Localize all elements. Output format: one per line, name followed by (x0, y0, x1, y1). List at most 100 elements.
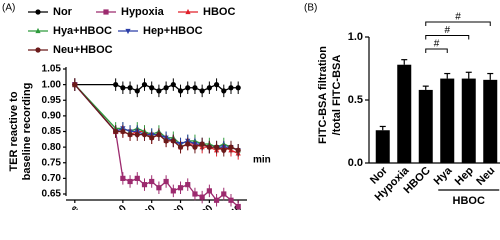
marker (127, 132, 133, 138)
marker (185, 182, 191, 188)
marker (177, 144, 184, 150)
legend-marker (35, 47, 41, 53)
bar (375, 130, 390, 163)
series-line (74, 84, 239, 151)
marker (113, 128, 119, 135)
figure: (A) (B) 0.650.700.750.800.850.900.951.00… (2, 3, 500, 210)
bar (483, 79, 498, 163)
x-tick-label: Hep (453, 164, 476, 187)
marker (235, 203, 241, 210)
legend-label: HBOC (203, 6, 235, 18)
y-tick-label: 0.75 (42, 157, 62, 168)
marker (192, 191, 198, 197)
marker (221, 88, 227, 94)
legend-marker (35, 9, 41, 15)
y-axis-label: /total FITC-BSA (331, 55, 343, 136)
y-tick-label: 0.80 (42, 142, 62, 153)
marker (170, 188, 176, 194)
marker (199, 194, 205, 200)
y-tick-label: 1.05 (42, 64, 62, 75)
marker (170, 82, 176, 88)
significance-bracket (425, 35, 470, 40)
marker (228, 197, 234, 203)
marker (192, 85, 198, 91)
panel-label: (A) (2, 3, 15, 14)
marker (120, 175, 126, 181)
x-tick-label: 60 (142, 203, 158, 210)
y-tick-label: 0.95 (42, 95, 62, 106)
marker (134, 88, 140, 94)
legend-marker (103, 9, 109, 15)
marker (113, 82, 119, 88)
panel-label: (B) (304, 3, 317, 14)
significance-bracket (425, 21, 491, 26)
bar (440, 78, 455, 163)
marker (213, 197, 220, 203)
marker (127, 85, 133, 91)
y-tick-label: 1.0 (348, 31, 363, 43)
marker (163, 178, 169, 185)
bar (418, 89, 433, 163)
y-tick-label: 0.5 (348, 94, 363, 106)
y-axis-label: FITC-BSA filtration (317, 46, 329, 144)
legend-marker (185, 8, 191, 15)
marker (149, 178, 155, 185)
marker (221, 191, 227, 197)
marker (177, 185, 184, 191)
marker (199, 88, 205, 94)
marker (149, 135, 155, 141)
x-tick-label: 240 (225, 203, 245, 210)
group-label: HBOC (453, 195, 485, 207)
x-tick-label: baseline (45, 203, 81, 210)
marker (213, 144, 220, 150)
marker (163, 85, 169, 91)
marker (221, 147, 227, 153)
y-axis-label: baseline recording (21, 83, 33, 181)
y-axis-label: TER reactive to (8, 91, 20, 171)
marker (235, 85, 241, 91)
legend-label: Hep+HBOC (143, 25, 203, 37)
legend-label: Hypoxia (121, 6, 165, 18)
y-tick-label: 0.0 (348, 157, 363, 169)
marker (185, 141, 191, 147)
marker (192, 144, 198, 150)
marker (235, 147, 241, 153)
x-tick-label: 0 (117, 203, 129, 210)
marker (177, 88, 184, 94)
marker (120, 85, 126, 91)
y-tick-label: 0.90 (42, 111, 62, 122)
marker (141, 132, 148, 138)
x-tick-label: 180 (196, 203, 216, 210)
x-tick-label: Hya (432, 164, 455, 187)
x-tick-label: Neu (474, 165, 497, 188)
marker (206, 85, 212, 91)
legend-marker (125, 28, 131, 35)
marker (134, 132, 140, 138)
marker (213, 82, 220, 88)
significance-bracket (425, 48, 448, 53)
marker (228, 85, 234, 91)
marker (228, 144, 234, 150)
marker (156, 88, 162, 94)
marker (72, 82, 78, 88)
y-tick-label: 0.85 (42, 126, 62, 137)
marker (170, 138, 176, 144)
marker (141, 182, 148, 188)
marker (206, 144, 212, 150)
marker (163, 138, 169, 144)
series-line (74, 84, 239, 154)
marker (156, 185, 162, 191)
legend-marker (35, 27, 41, 34)
y-tick-label: 1.00 (42, 79, 62, 90)
bar (461, 78, 476, 163)
marker (120, 128, 126, 135)
legend-label: Nor (53, 6, 73, 18)
significance-label: # (444, 25, 450, 36)
marker (134, 175, 140, 181)
y-tick-label: 0.65 (42, 189, 62, 200)
marker (199, 141, 205, 147)
marker (156, 132, 162, 138)
legend-label: Neu+HBOC (53, 44, 113, 56)
series-line (74, 84, 239, 151)
marker (149, 85, 155, 91)
